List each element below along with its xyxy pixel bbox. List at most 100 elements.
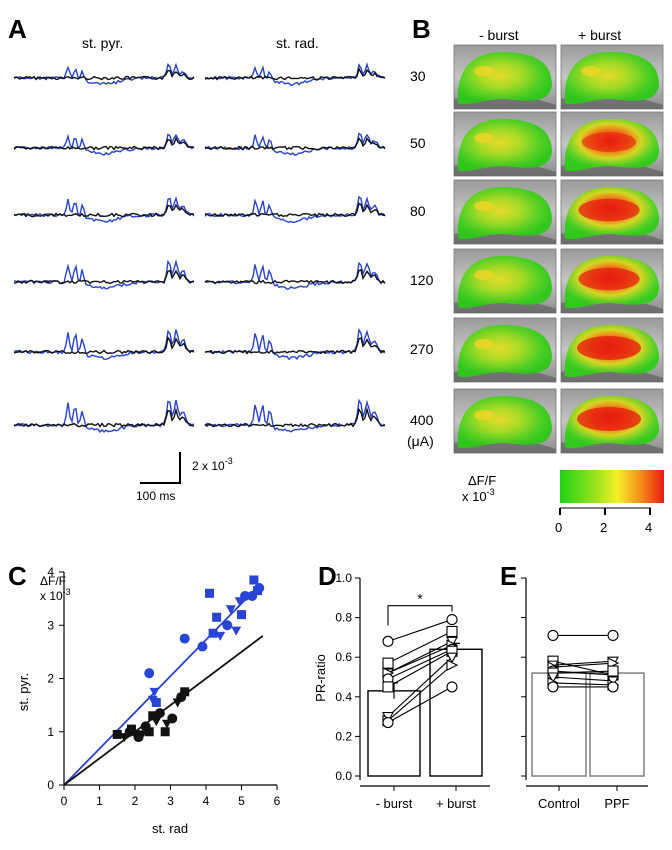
pair-line [387, 619, 453, 642]
trace-control [204, 66, 386, 81]
pair-line [387, 648, 453, 680]
activity-core [578, 198, 640, 222]
data-point [133, 732, 144, 743]
panel-b-title-minus: - burst [479, 27, 519, 43]
x-tick-label: 4 [203, 794, 210, 808]
data-point [225, 605, 236, 615]
activity-core [474, 201, 494, 211]
activity-core [474, 410, 494, 420]
data-point [151, 717, 162, 727]
panel-c-scatter: ΔF/F x 10-3 st. pyr. st. rad 0 1 2 3 4 5 6 0 1 2 3… [16, 565, 281, 836]
pair-line [387, 640, 453, 674]
pair-marker [446, 625, 458, 638]
y-tick-label: 2 [47, 672, 54, 686]
fit-line [63, 584, 260, 786]
pair-marker [547, 672, 559, 684]
y-tick-label: 4 [47, 565, 54, 579]
colorbar-label-scale: x 10-3 [462, 487, 495, 504]
significance-bracket [387, 605, 453, 626]
x-tick-label: 0 [61, 794, 68, 808]
data-point [119, 733, 130, 743]
x-tick-label: 2 [132, 794, 139, 808]
bar [531, 672, 587, 777]
data-point [237, 610, 246, 620]
pair-marker [547, 681, 559, 693]
data-point [249, 575, 259, 585]
pair-marker [547, 629, 559, 641]
trace-burst [13, 133, 195, 156]
pair-marker [446, 614, 458, 626]
pair-line [552, 682, 614, 686]
panel-c-ylabel: st. pyr. [16, 673, 31, 711]
y-tick-label: 0.8 [335, 611, 352, 625]
colorbar-tick-label: 4 [645, 520, 652, 535]
activity-map [457, 51, 552, 105]
panel-c-ylabel-top2: x 10-3 [40, 587, 71, 603]
y-tick-label: 0.2 [335, 729, 352, 743]
imaging-grid: 30 50 80 120 270 400 [410, 44, 664, 454]
trace-burst [13, 195, 195, 223]
panel-a: st. pyr. st. rad. 2 x 10-3 100 ms [13, 35, 386, 503]
data-point [212, 612, 222, 622]
activity-map [457, 186, 552, 240]
activity-core [581, 66, 601, 76]
trace-control [204, 268, 386, 285]
activity-map [564, 51, 659, 105]
x-tick-label: 1 [96, 794, 103, 808]
panel-c-ylabel-top: ΔF/F [40, 574, 66, 588]
pair-line [387, 656, 453, 718]
stimulus-label: 270 [410, 341, 434, 357]
pair-line [552, 660, 614, 666]
trace-control [13, 335, 195, 355]
activity-map [457, 118, 552, 172]
data-point [154, 708, 165, 719]
y-tick-label: 0.4 [335, 690, 352, 704]
colorbar-tick-label: 0 [555, 520, 562, 535]
pair-marker [446, 659, 459, 672]
pair-line [387, 644, 453, 674]
stimulus-label: 120 [410, 272, 434, 288]
data-point [176, 692, 187, 703]
pair-marker [382, 657, 394, 669]
pair-line [387, 650, 453, 688]
panel-d-bar: PR-ratio 0.0 0.2 0.4 0.6 0.8 1.0 - burst + burs… [313, 571, 490, 811]
activity-map [457, 255, 552, 309]
data-point [179, 633, 190, 644]
data-point [160, 727, 170, 737]
pair-marker [382, 681, 394, 693]
y-tick-label: 1 [47, 725, 54, 739]
bar [589, 672, 645, 777]
scale-bar-x-label: 100 ms [136, 489, 175, 503]
data-point [234, 597, 245, 607]
x-tick-label: 3 [167, 794, 174, 808]
trace-control [13, 136, 194, 151]
pair-marker [446, 652, 458, 664]
pair-marker [446, 681, 458, 693]
data-point [144, 668, 155, 679]
trace-control [204, 337, 386, 355]
data-point [151, 697, 161, 707]
stimulus-label: 400 [410, 412, 434, 428]
category-label: + burst [436, 796, 476, 811]
pair-line [552, 662, 614, 668]
panel-label-a: A [8, 14, 27, 44]
pair-line [387, 686, 453, 724]
scale-bar-y-label: 2 x 10-3 [192, 456, 233, 473]
panel-label-c: C [8, 561, 27, 591]
data-point [208, 628, 218, 638]
activity-map [457, 395, 552, 449]
x-tick-label: 6 [274, 794, 281, 808]
panel-a-title-rad: st. rad. [276, 35, 319, 51]
y-tick-label: 3 [47, 618, 54, 632]
colorbar-label: ΔF/F [468, 473, 496, 488]
data-point [180, 687, 190, 697]
panel-label-b: B [412, 14, 431, 44]
pair-line [552, 670, 614, 676]
panel-a-title-pyr: st. pyr. [82, 35, 123, 51]
trace-control [204, 136, 386, 151]
activity-core [474, 66, 494, 76]
category-label: PPF [604, 796, 629, 811]
data-point [247, 590, 258, 601]
pair-line [552, 676, 614, 682]
